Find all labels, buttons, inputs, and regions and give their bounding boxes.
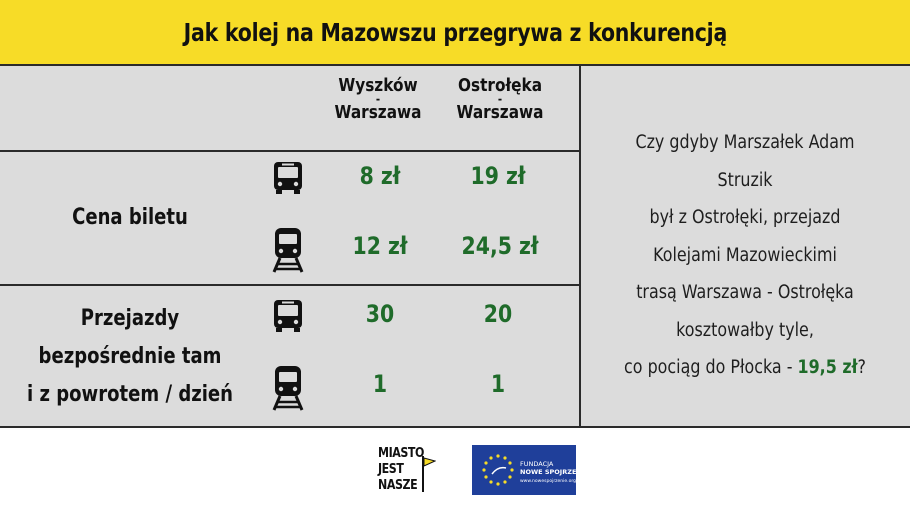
- side-question-line: trasą Warszawa - Ostrołęka: [636, 282, 854, 303]
- price-bus-ostroleka: 19 zł: [470, 162, 526, 190]
- trips-train-wyszkow: 1: [372, 370, 388, 398]
- column-header-dash: -: [497, 92, 503, 106]
- train-icon: [272, 366, 304, 411]
- eu-stars-icon: [482, 454, 514, 486]
- logo-text: NASZE: [378, 478, 418, 493]
- price-train-wyszkow: 12 zł: [352, 232, 408, 260]
- column-header-line: Ostrołęka: [457, 75, 543, 96]
- comparison-table: Wyszków - Warszawa Ostrołęka - Warszawa …: [0, 66, 910, 428]
- side-question-line: był z Ostrołęki, przejazd: [649, 207, 841, 228]
- side-question-last-line: co pociąg do Płocka - 19,5 zł?: [612, 349, 879, 387]
- row-label-line: i z powrotem / dzień: [27, 382, 233, 407]
- column-header-line: Warszawa: [334, 102, 422, 123]
- side-question-line: Kolejami Mazowieckimi: [653, 244, 837, 266]
- row-divider: [0, 284, 579, 286]
- side-question-mark: ?: [857, 357, 866, 378]
- fundacja-nowe-spojrzenie-logo: FUNDACJA NOWE SPOJRZENIE www.nowespojrze…: [472, 445, 589, 495]
- side-question: Czy gdyby Marszałek Adam Struzik był z O…: [590, 124, 900, 387]
- page-title: Jak kolej na Mazowszu przegrywa z konkur…: [183, 17, 727, 47]
- row-label-trips: Przejazdy bezpośrednie tam i z powrotem …: [23, 300, 236, 414]
- logo-text: www.nowespojrzenie.org: [520, 479, 576, 484]
- row-divider: [0, 150, 579, 152]
- column-header-dash: -: [375, 92, 381, 106]
- column-divider: [579, 66, 581, 426]
- row-label-line: Przejazdy: [80, 306, 180, 331]
- trips-bus-ostroleka: 20: [483, 300, 513, 328]
- side-question-line: kosztowałby tyle,: [676, 319, 814, 341]
- flag-icon: [422, 456, 436, 492]
- trips-bus-wyszkow: 30: [365, 300, 395, 328]
- side-question-line: Czy gdyby Marszałek Adam Struzik: [635, 132, 855, 191]
- trips-train-ostroleka: 1: [490, 370, 506, 398]
- logo-text: NOWE SPOJRZENIE: [520, 468, 589, 476]
- column-header-ostroleka: Ostrołęka - Warszawa: [449, 76, 551, 122]
- bus-icon: [274, 300, 302, 332]
- side-question-price: 19,5 zł: [797, 357, 858, 378]
- logo-text: JEST: [378, 462, 404, 477]
- header-bar: Jak kolej na Mazowszu przegrywa z konkur…: [0, 0, 910, 66]
- row-label-line: bezpośrednie tam: [38, 344, 222, 369]
- miasto-jest-nasze-logo: MIASTO JEST NASZE: [378, 446, 438, 494]
- row-label-price: Cena biletu: [72, 205, 188, 230]
- logo-text: FUNDACJA: [520, 460, 554, 468]
- column-header-wyszkow: Wyszków - Warszawa: [327, 76, 429, 122]
- side-question-text: co pociąg do Płocka -: [624, 357, 798, 378]
- logo-text: MIASTO: [378, 446, 425, 461]
- column-header-line: Wyszków: [338, 75, 418, 96]
- price-train-ostroleka: 24,5 zł: [461, 232, 539, 260]
- train-icon: [272, 228, 304, 273]
- bus-icon: [274, 162, 302, 194]
- price-bus-wyszkow: 8 zł: [359, 162, 401, 190]
- column-header-line: Warszawa: [456, 102, 544, 123]
